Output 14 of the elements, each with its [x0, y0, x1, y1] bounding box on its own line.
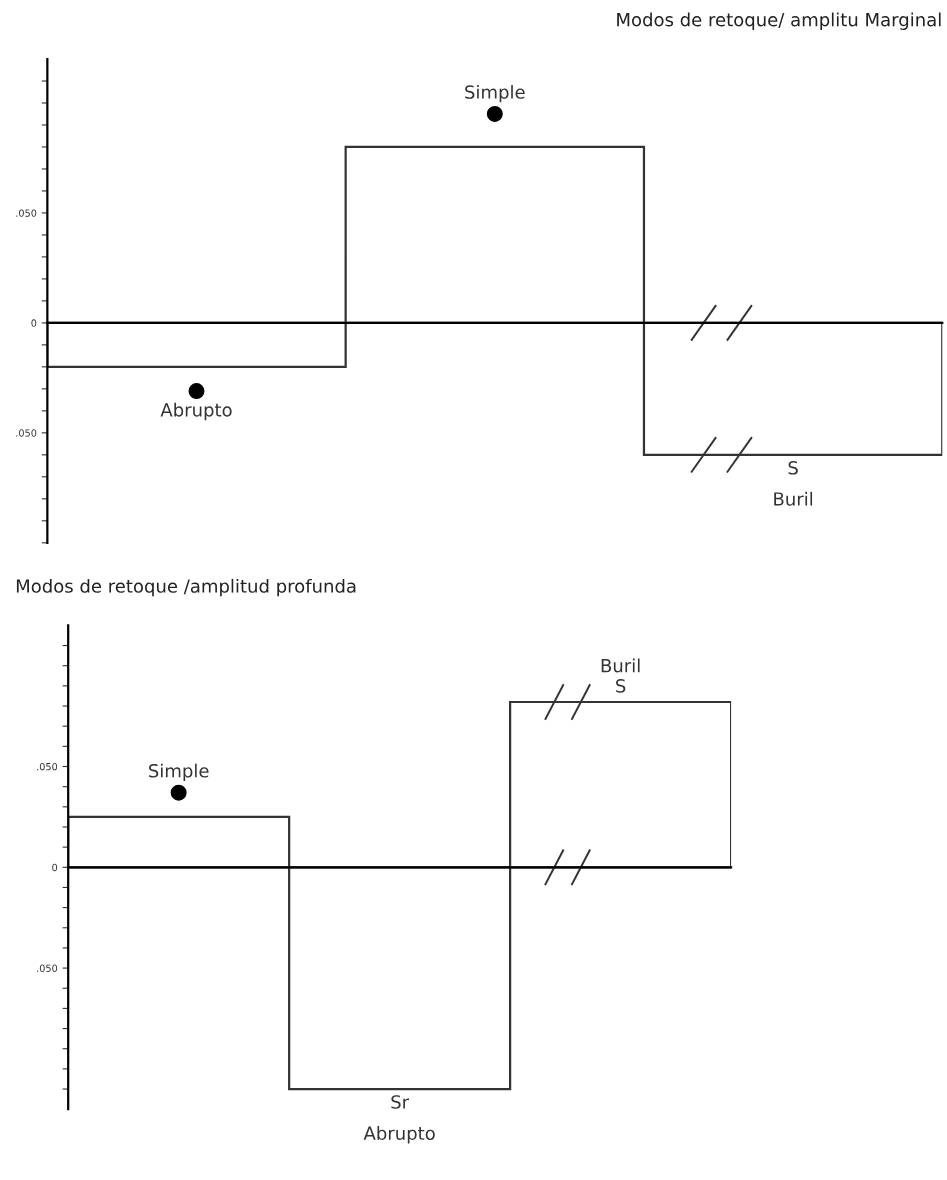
x-tick-label: Simple	[149, 763, 209, 782]
y-tick-label: .050	[16, 429, 37, 437]
y-tick-label: .050	[16, 209, 37, 217]
x-tick-label: Sr Abrupto	[363, 1095, 435, 1144]
chart-title: Modos de retoque/ amplitu Marginal	[617, 12, 941, 30]
y-tick-label: .050	[37, 762, 58, 771]
chart-title: Modos de retoque /amplitud profunda	[16, 578, 356, 597]
x-tick-label: S Buril	[774, 460, 813, 506]
x-tick-label: Buril S	[601, 658, 640, 693]
y-tick-label: 0	[31, 319, 37, 327]
x-tick-label: Abrupto	[160, 402, 232, 421]
y-tick-label: .050	[37, 964, 58, 972]
x-tick-label: Simple	[465, 84, 525, 103]
y-tick-label: 0	[52, 863, 58, 872]
